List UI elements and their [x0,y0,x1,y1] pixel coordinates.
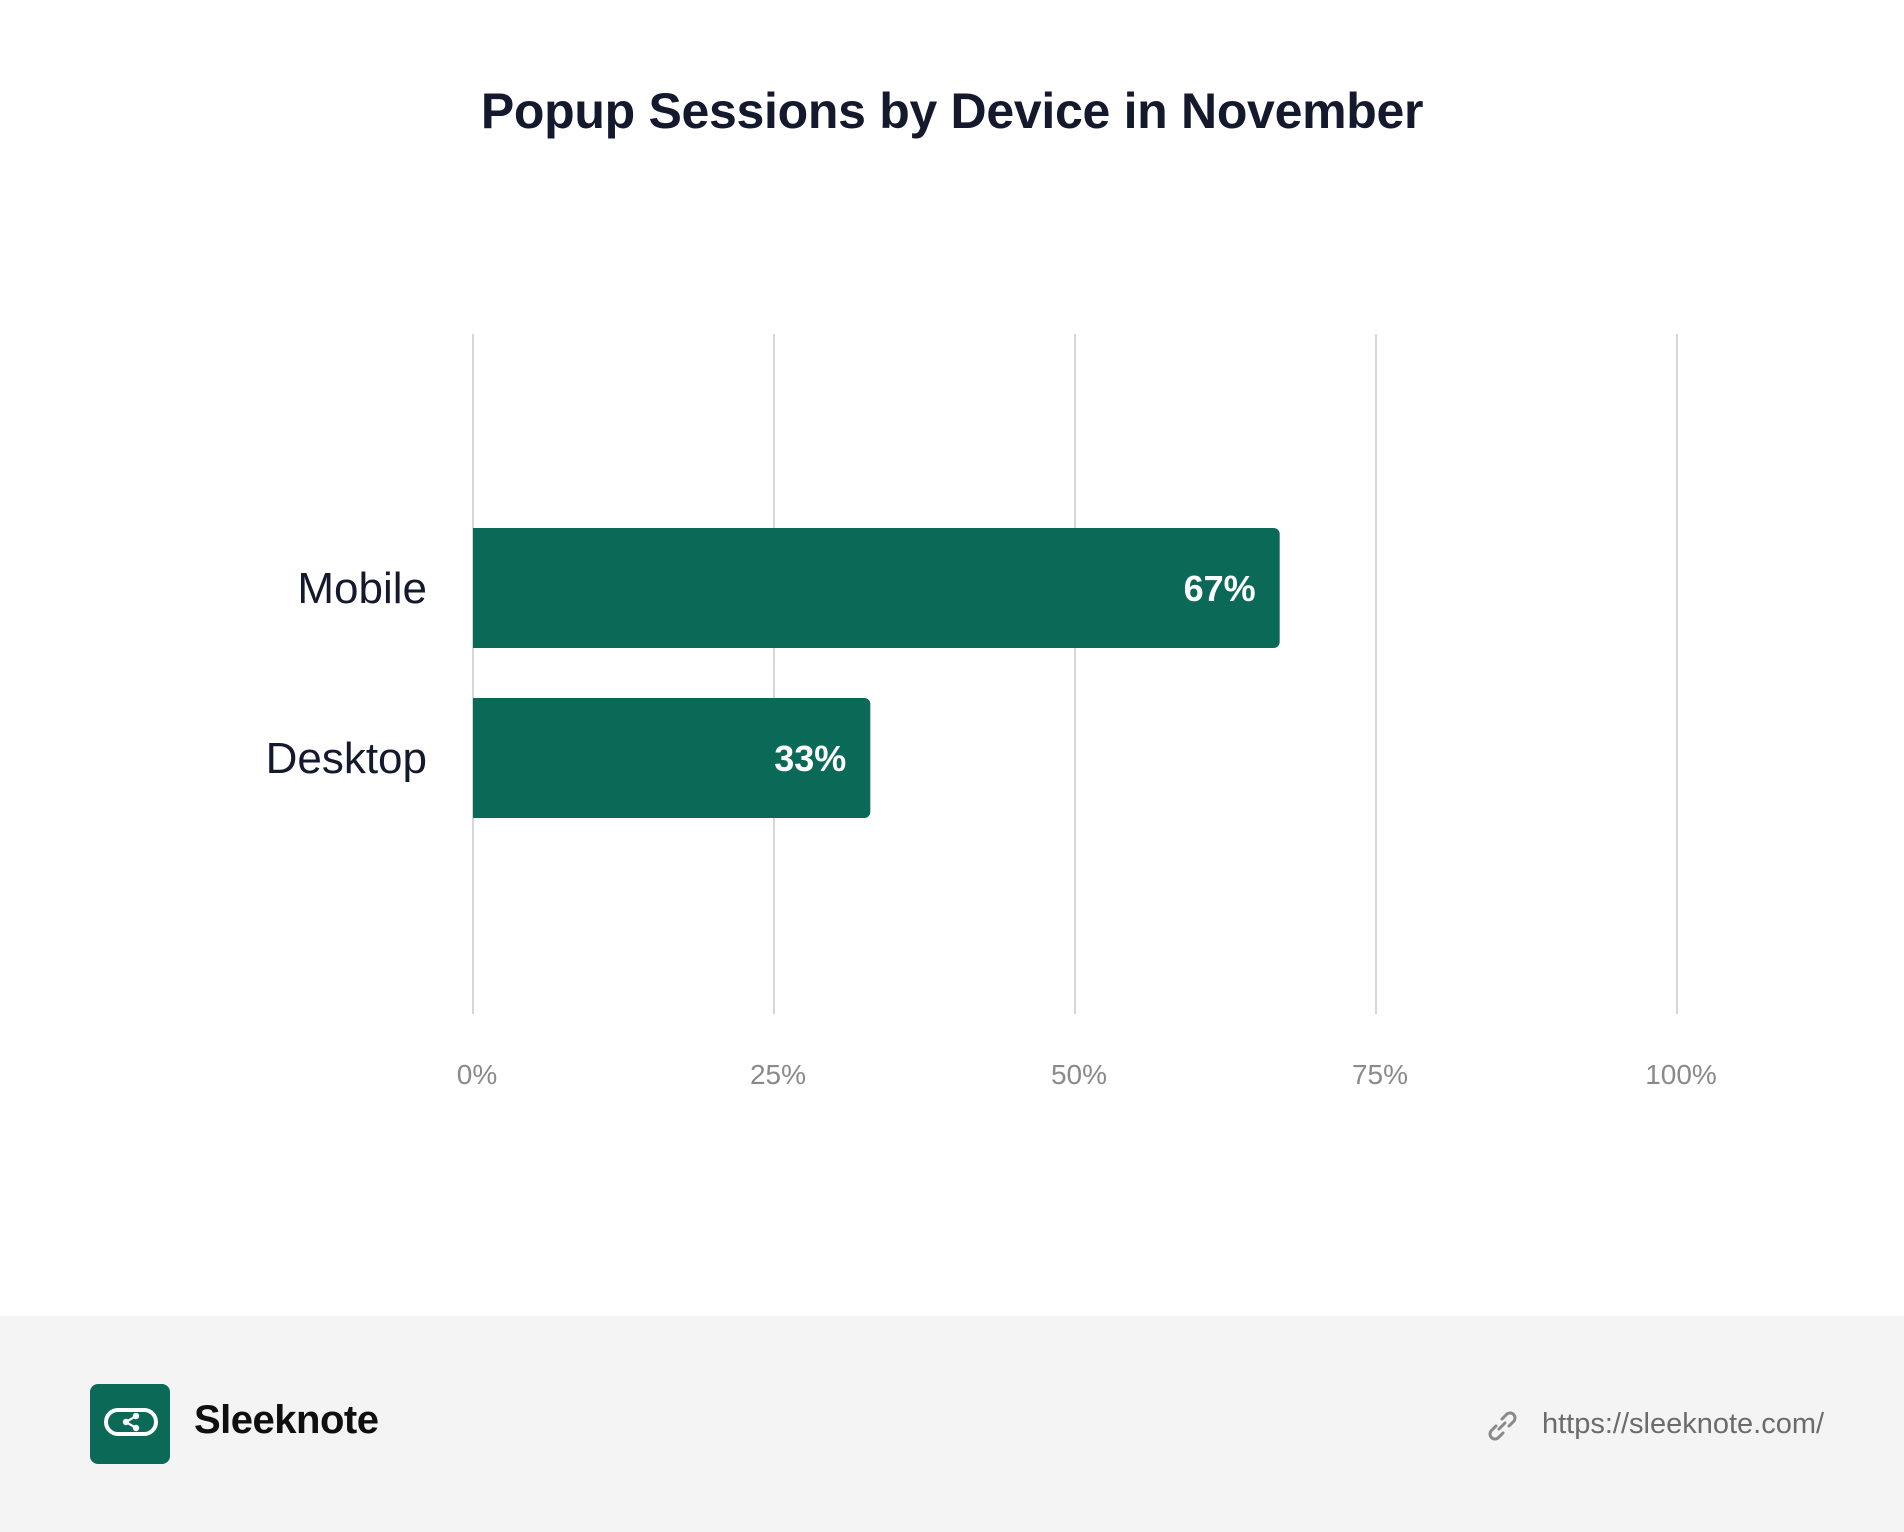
x-tick-label: 50% [1051,1059,1107,1090]
footer: Sleeknote https://sleeknote.com/ [0,1316,1904,1532]
bar-mobile[interactable] [473,528,1280,648]
website-url[interactable]: https://sleeknote.com/ [1542,1408,1825,1440]
x-tick-label: 75% [1352,1059,1408,1090]
bar-chart: 0% 25% 50% 75% 100% Mobile 67% Desktop 33% [266,334,1717,1090]
category-label: Desktop [266,734,427,783]
category-label: Mobile [297,564,427,613]
sleeknote-logo-icon[interactable] [90,1384,170,1464]
x-tick-label: 100% [1645,1059,1717,1090]
chart-title: Popup Sessions by Device in November [480,83,1424,139]
brand-name[interactable]: Sleeknote [194,1398,379,1442]
x-tick-label: 25% [750,1059,806,1090]
data-label: 67% [1184,568,1256,609]
data-label: 33% [774,738,846,779]
x-tick-label: 0% [457,1059,497,1090]
bar-desktop[interactable] [473,698,871,818]
link-icon [1488,1411,1517,1441]
